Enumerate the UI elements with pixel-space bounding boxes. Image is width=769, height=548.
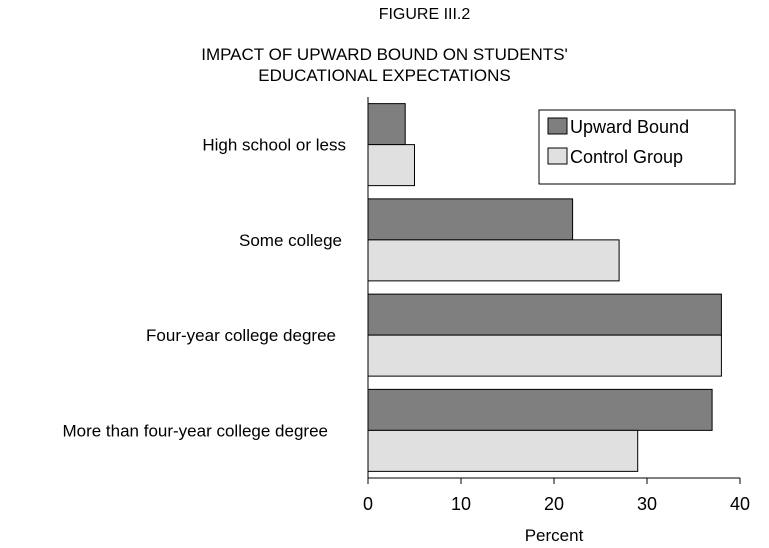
category-label-high-school-or-less: High school or less — [202, 136, 346, 155]
x-tick-label-30: 30 — [637, 494, 657, 514]
chart-title-line-1: IMPACT OF UPWARD BOUND ON STUDENTS' — [201, 45, 568, 64]
category-labels-group: High school or less Some college Four-year… — [62, 136, 346, 441]
x-tick-label-0: 0 — [363, 494, 373, 514]
x-tick-label-10: 10 — [451, 494, 471, 514]
figure-label: FIGURE III.2 — [378, 6, 471, 23]
x-ticks-group: 0 10 20 30 40 — [363, 478, 750, 514]
bar-upward-bound-high-school-or-less — [367, 103, 406, 146]
legend-box — [538, 109, 736, 185]
x-tick-label-20: 20 — [544, 494, 564, 514]
bar-control-group-more-than-four-year-college-degree — [367, 429, 639, 472]
category-label-four-year-college-degree: Four-year college degree — [146, 326, 336, 345]
legend-label-control-group: Control Group — [570, 147, 683, 167]
bars-group — [367, 103, 722, 472]
chart-title: IMPACT OF UPWARD BOUND ON STUDENTS' EDUC… — [0, 44, 769, 86]
legend-label-upward-bound: Upward Bound — [570, 117, 689, 137]
bar-control-group-four-year-college-degree — [367, 334, 722, 377]
bar-upward-bound-some-college — [367, 198, 574, 241]
category-label-some-college: Some college — [239, 231, 342, 250]
legend-swatch-control-group — [547, 147, 568, 165]
bar-control-group-some-college — [367, 239, 620, 282]
legend: Upward Bound Control Group — [538, 109, 736, 185]
legend-swatch-upward-bound — [547, 117, 568, 135]
bar-upward-bound-more-than-four-year-college-degree — [367, 388, 713, 431]
x-axis-title: Percent — [525, 526, 584, 545]
chart-title-line-2: EDUCATIONAL EXPECTATIONS — [258, 66, 511, 85]
x-tick-label-40: 40 — [730, 494, 750, 514]
bar-upward-bound-four-year-college-degree — [367, 293, 722, 336]
category-label-more-than-four-year-college-degree: More than four-year college degree — [62, 421, 328, 440]
bar-control-group-high-school-or-less — [367, 144, 415, 187]
